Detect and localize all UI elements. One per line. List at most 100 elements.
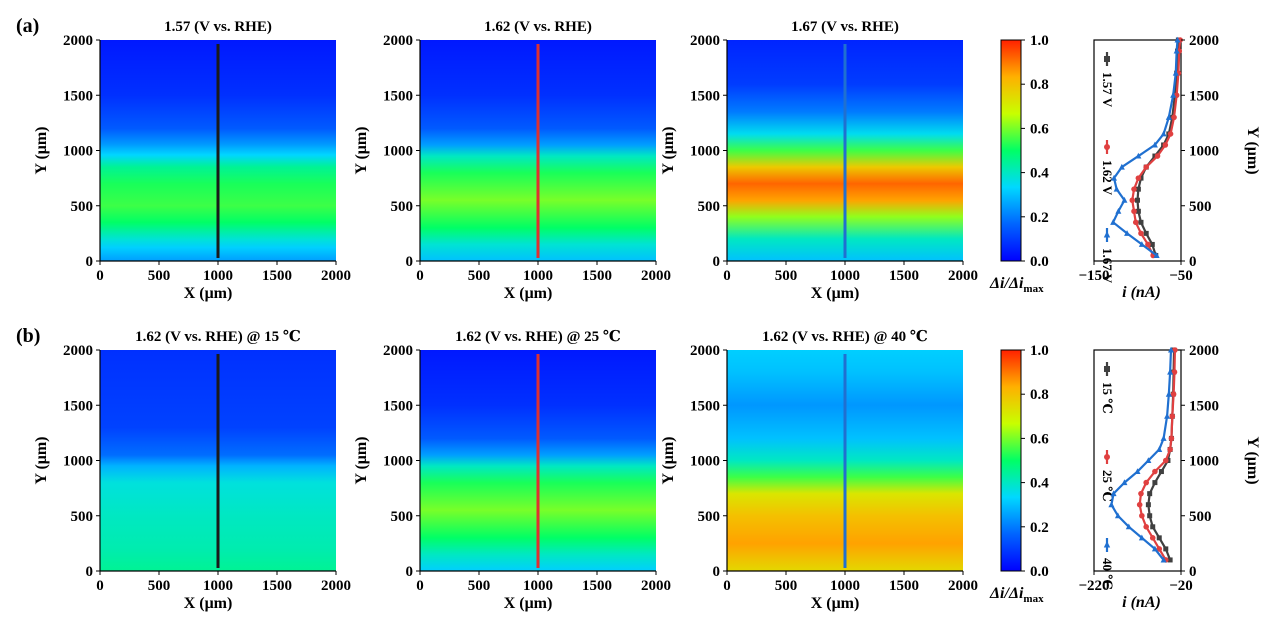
data-point [1138,230,1144,237]
data-point [1145,241,1151,248]
y-tick-label: 500 [698,509,721,525]
chart-title: 1.62 (V vs. RHE) [484,19,592,35]
series-line-3 [1111,39,1179,257]
y-tick-label: 2000 [63,343,93,359]
data-point [1174,36,1181,43]
x-tick-label: −50 [1169,268,1193,284]
data-point [1152,468,1158,475]
colorbar-tick-label: 0.8 [1030,387,1049,403]
data-point [1171,369,1178,375]
data-point [1160,130,1167,137]
x-tick-label: 0 [96,578,104,594]
data-point [1156,446,1163,452]
x-axis-label: X (μm) [184,595,233,612]
y-tick-label: 1000 [63,454,93,470]
x-tick-label: 1500 [262,268,292,284]
y-axis-label: Y (μm) [660,436,677,484]
series-line-3 [1110,349,1173,561]
data-point [1170,391,1177,398]
data-point [1143,479,1149,486]
legend-label: 1.67 V [1100,248,1115,284]
data-point [1145,502,1151,508]
data-point [1167,557,1173,563]
y-axis-label: Y (μm) [660,126,677,174]
legend-label: 1.57 V [1100,72,1115,108]
y-tick-label: 0 [86,254,94,270]
colorbar-tick-label: 0.4 [1030,476,1049,492]
y-tick-label: 1500 [383,398,413,414]
data-point [1167,346,1174,353]
data-point [1145,457,1152,463]
colorbar-tick-label: 0.0 [1030,564,1049,580]
y-tick-label: 1500 [63,88,93,104]
x-tick-label: 0 [96,268,104,284]
x-tick-label: 1500 [582,268,612,284]
colorbar-tick-label: 0.8 [1030,77,1049,93]
colorbar-label-sub: max [1023,593,1044,605]
data-point [1110,219,1117,225]
data-point [1108,501,1115,508]
data-point [1136,501,1143,508]
data-point [1164,413,1171,419]
data-point [1165,114,1172,120]
data-point [1172,347,1178,353]
data-point [1134,468,1141,475]
data-point [1167,368,1174,375]
data-point [1139,512,1145,519]
x-axis-label: i (nA) [1122,284,1161,301]
y-axis-label: Y (μm) [33,436,50,484]
x-tick-label: 2000 [641,578,671,594]
x-tick-label: 0 [723,578,731,594]
colorbar-tick-label: 0.6 [1030,431,1049,447]
data-point [1143,230,1149,236]
data-point [1121,479,1128,486]
data-point [1152,480,1158,486]
colorbar-label-den: Δi [1008,275,1024,292]
x-axis-label: X (μm) [184,285,233,302]
x-tick-label: −220 [1078,578,1109,594]
colorbar-tick-label: 0.2 [1030,520,1049,536]
colorbar-tick-label: 1.0 [1030,33,1049,49]
data-point [1156,535,1162,541]
colorbar-tick-label: 0.2 [1030,210,1049,226]
x-tick-label: 1000 [830,578,860,594]
x-axis-label: X (μm) [504,595,553,612]
x-tick-label: 2000 [948,268,978,284]
y-tick-label: 1000 [383,144,413,160]
y-tick-label: 1500 [1189,88,1219,104]
y-tick-label: 500 [71,509,94,525]
chart-title: 1.57 (V vs. RHE) [164,19,272,35]
chart-title: 1.62 (V vs. RHE) @ 15 ℃ [135,329,301,345]
colorbar-label: Δi/Δimax [989,275,1044,295]
y-tick-label: 1000 [1189,144,1219,160]
legend-label: 15 ℃ [1100,382,1115,414]
data-point [1135,208,1141,214]
y-tick-label: 0 [1189,564,1197,580]
y-tick-label: 1000 [1189,454,1219,470]
colorbar-label-slash: / [1003,275,1010,292]
data-point [1151,545,1158,552]
data-point [1138,534,1145,541]
x-tick-label: −150 [1078,268,1109,284]
y-tick-label: 2000 [1189,343,1219,359]
legend-label: 25 ℃ [1100,470,1115,502]
x-tick-label: 0 [416,578,424,594]
data-point [1168,435,1175,442]
data-point [1147,513,1153,519]
y-axis-label: Y (μm) [1244,436,1261,484]
data-point [1118,163,1125,170]
y-tick-label: 0 [406,254,414,270]
y-tick-label: 500 [1189,199,1212,215]
chart-title: 1.67 (V vs. RHE) [791,19,899,35]
colorbar-label-num: Δi [989,585,1005,602]
x-tick-label: 1000 [523,268,553,284]
y-tick-label: 1500 [1189,398,1219,414]
data-point [1165,390,1172,397]
x-tick-label: 1000 [203,578,233,594]
x-tick-label: −20 [1169,578,1193,594]
data-point [1124,230,1131,236]
data-point [1129,197,1136,204]
x-tick-label: 1000 [830,268,860,284]
data-point [1149,241,1155,247]
